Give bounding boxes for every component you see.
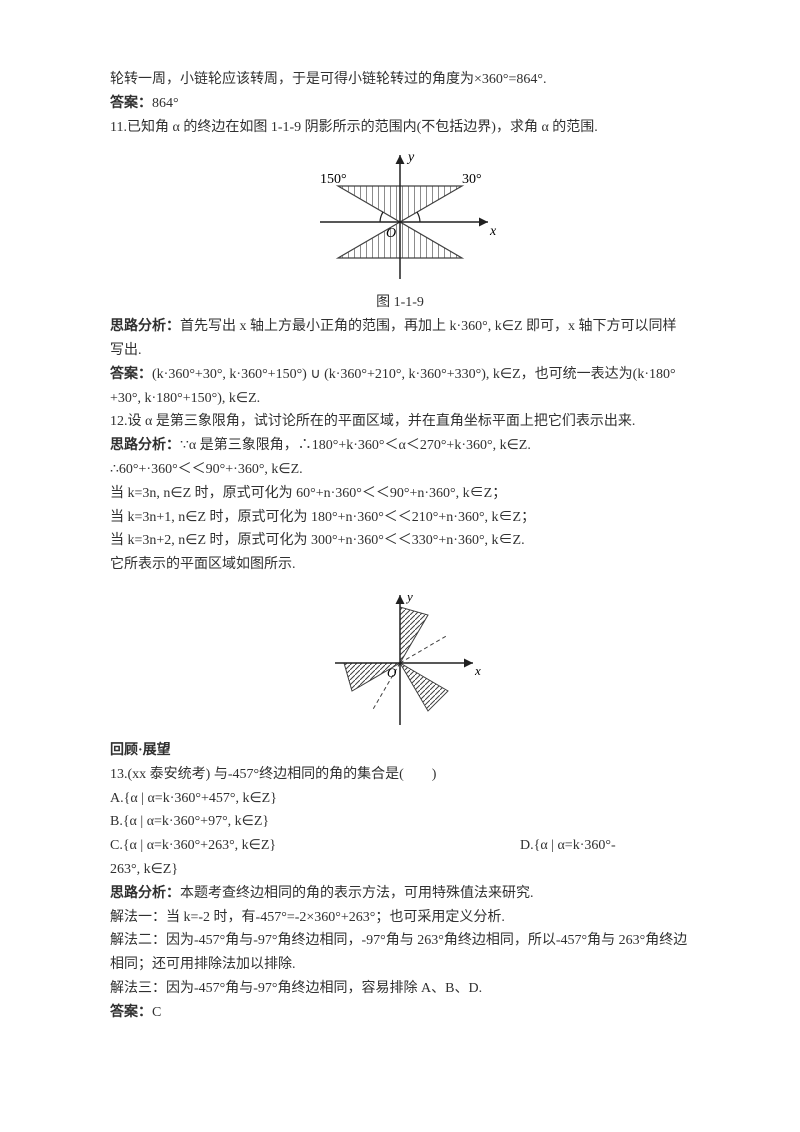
arc-30	[417, 212, 420, 222]
q13-optB: B.{α | α=k·360°+97°, k∈Z}	[110, 810, 690, 834]
analysis-label: 思路分析：	[110, 319, 180, 334]
answer-label: 答案：	[110, 367, 152, 382]
arc-150	[380, 212, 383, 222]
q12-l7: 它所表示的平面区域如图所示.	[110, 553, 690, 577]
q12-hatch-region	[344, 607, 448, 711]
q11-analysis: 思路分析：首先写出 x 轴上方最小正角的范围，再加上 k·360°, k∈Z 即…	[110, 315, 690, 363]
q12-figure-svg: x y O	[315, 585, 485, 735]
document-page: 轮转一周，小链轮应该转周，于是可得小链轮转过的角度为×360°=864°. 答案…	[0, 0, 800, 1132]
origin-label: O	[387, 665, 397, 680]
q13-stem: 13.(xx 泰安统考) 与-457°终边相同的角的集合是( )	[110, 763, 690, 787]
q13-optC: C.{α | α=k·360°+263°, k∈Z}	[110, 834, 520, 858]
answer-label: 答案：	[110, 96, 152, 111]
answer-text: (k·360°+30°, k·360°+150°) ∪ (k·360°+210°…	[110, 367, 676, 406]
q11-figure-caption: 图 1-1-9	[110, 291, 690, 315]
y-label: y	[406, 150, 415, 165]
analysis-text: 首先写出 x 轴上方最小正角的范围，再加上 k·360°, k∈Z 即可，x 轴…	[110, 319, 677, 358]
q12-l6: 当 k=3n+2, n∈Z 时，原式可化为 300°+n·360°＜＜330°+…	[110, 529, 690, 553]
label-30: 30°	[462, 172, 482, 187]
q13-m1: 解法一：当 k=-2 时，有-457°=-2×360°+263°；也可采用定义分…	[110, 906, 690, 930]
q13-m2: 解法二：因为-457°角与-97°角终边相同，-97°角与 263°角终边相同，…	[110, 929, 690, 977]
q13-answer: 答案：C	[110, 1001, 690, 1025]
analysis-text: ∵α 是第三象限角，∴180°+k·360°＜α＜270°+k·360°, k∈…	[180, 438, 531, 453]
q11-figure-svg: x y O 150° 30°	[300, 147, 500, 287]
answer-label: 答案：	[110, 1005, 152, 1020]
q13-optCD-row: C.{α | α=k·360°+263°, k∈Z} D.{α | α=k·36…	[110, 834, 690, 858]
q12-analysis: 思路分析：∵α 是第三象限角，∴180°+k·360°＜α＜270°+k·360…	[110, 434, 690, 458]
q11-figure: x y O 150° 30°	[110, 147, 690, 287]
x-label: x	[474, 663, 481, 678]
intro-line: 轮转一周，小链轮应该转周，于是可得小链轮转过的角度为×360°=864°.	[110, 68, 690, 92]
q13-analysis: 思路分析：本题考查终边相同的角的表示方法，可用特殊值法来研究.	[110, 882, 690, 906]
analysis-text: 本题考查终边相同的角的表示方法，可用特殊值法来研究.	[180, 886, 534, 901]
q13-optA: A.{α | α=k·360°+457°, k∈Z}	[110, 787, 690, 811]
review-heading: 回顾·展望	[110, 739, 690, 763]
q12-figure: x y O	[110, 585, 690, 735]
q11-stem: 11.已知角 α 的终边在如图 1-1-9 阴影所示的范围内(不包括边界)，求角…	[110, 116, 690, 140]
origin-label: O	[386, 226, 396, 241]
q13-optD-part1: D.{α | α=k·360°-	[520, 834, 690, 858]
y-label: y	[405, 589, 413, 604]
analysis-label: 思路分析：	[110, 886, 180, 901]
q12-stem: 12.设 α 是第三象限角，试讨论所在的平面区域，并在直角坐标平面上把它们表示出…	[110, 410, 690, 434]
q13-m3: 解法三：因为-457°角与-97°角终边相同，容易排除 A、B、D.	[110, 977, 690, 1001]
q12-l4: 当 k=3n, n∈Z 时，原式可化为 60°+n·360°＜＜90°+n·36…	[110, 482, 690, 506]
analysis-label: 思路分析：	[110, 438, 180, 453]
answer-value: C	[152, 1005, 161, 1020]
q12-l5: 当 k=3n+1, n∈Z 时，原式可化为 180°+n·360°＜＜210°+…	[110, 506, 690, 530]
q11-answer: 答案：(k·360°+30°, k·360°+150°) ∪ (k·360°+2…	[110, 363, 690, 411]
label-150: 150°	[320, 172, 347, 187]
q13-optD-part2: 263°, k∈Z}	[110, 858, 690, 882]
answer-value: 864°	[152, 96, 179, 111]
intro-answer: 答案：864°	[110, 92, 690, 116]
q12-l3: ∴60°+·360°＜＜90°+·360°, k∈Z.	[110, 458, 690, 482]
x-label: x	[489, 224, 497, 239]
